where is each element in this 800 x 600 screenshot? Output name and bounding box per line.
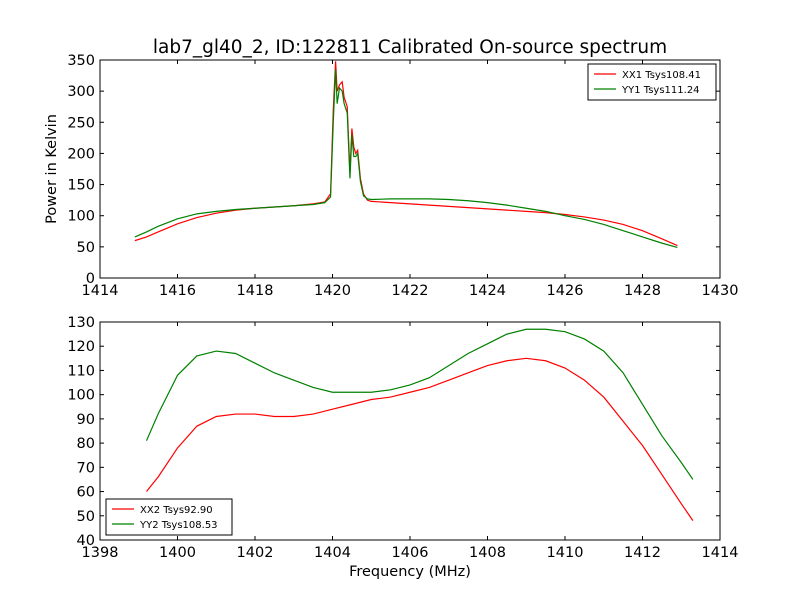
x-axis-label: Frequency (MHz) [349,564,471,580]
x-tick-label: 1400 [159,545,196,561]
legend-entry-label: XX1 Tsys108.41 [622,70,701,81]
y-tick-label: 120 [67,339,95,355]
y-tick-label: 150 [67,178,95,194]
y-tick-label: 100 [67,209,95,225]
x-tick-label: 1420 [314,283,351,299]
x-tick-label: 1406 [392,545,429,561]
y-axis-label: Power in Kelvin [44,114,60,224]
chart-title: lab7_gl40_2, ID:122811 Calibrated On-sou… [153,37,667,58]
y-tick-label: 0 [86,271,95,287]
x-tick-label: 1422 [392,283,429,299]
y-tick-label: 250 [67,115,95,131]
y-tick-label: 70 [77,460,95,476]
y-tick-label: 130 [67,315,95,331]
x-tick-label: 1416 [159,283,196,299]
legend-entry-label: YY1 Tsys111.24 [621,85,700,96]
y-tick-label: 50 [77,509,95,525]
x-tick-label: 1402 [237,545,274,561]
legend-entry-label: XX2 Tsys92.90 [140,505,213,516]
x-tick-label: 1424 [469,283,506,299]
y-tick-label: 90 [77,412,95,428]
x-tick-label: 1408 [469,545,506,561]
x-tick-label: 1412 [624,545,661,561]
y-tick-label: 60 [77,485,95,501]
series-line-2-2 [145,328,694,480]
bottom-panel: 1398 1400 1402 1404 1406 1408 1410 1412 1414 40 50… [67,315,738,580]
y-tick-label: 40 [77,533,95,549]
x-tick-label: 1430 [702,283,739,299]
y-tick-label: 200 [67,146,95,162]
y-tick-label: 100 [67,388,95,404]
legend-box [105,498,233,536]
x-tick-label: 1404 [314,545,351,561]
legend-box [587,63,717,101]
x-tick-label: 1426 [547,283,584,299]
x-tick-label: 1428 [624,283,661,299]
x-tick-label: 1414 [82,283,119,299]
y-tick-label: 50 [77,240,95,256]
top-panel: 1414 1416 1418 1420 1422 1424 1426 1428 1430 0 50 1… [44,53,738,299]
y-tick-label: 300 [67,84,95,100]
y-tick-label: 80 [77,436,95,452]
x-tick-label: 1418 [237,283,274,299]
x-tick-label: 1410 [547,545,584,561]
y-tick-label: 110 [67,363,95,379]
legend-entry-label: YY2 Tsys108.53 [139,520,218,531]
y-tick-label: 350 [67,53,95,69]
series-line-2-1 [146,357,694,521]
series-line-1-2 [134,69,678,249]
x-tick-label: 1398 [82,545,119,561]
x-tick-label: 1414 [702,545,739,561]
